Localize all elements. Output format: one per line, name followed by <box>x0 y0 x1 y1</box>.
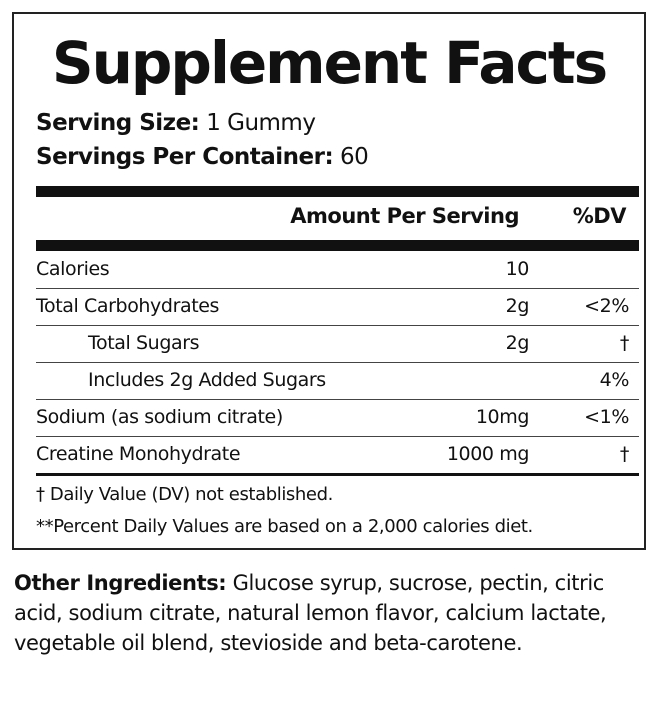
other-ingredients-label: Other Ingredients: <box>14 571 227 595</box>
other-ingredients-value: Glucose syrup, sucrose, pectin, citric a… <box>14 571 607 655</box>
nutrient-name: Total Sugars <box>88 332 200 354</box>
amount-header: Amount Per Serving <box>290 204 519 228</box>
nutrient-dv: † <box>619 332 630 354</box>
nutrient-dv: † <box>619 443 630 465</box>
serving-size-label: Serving Size: <box>36 110 200 136</box>
nutrient-row: Creatine Monohydrate 1000 mg † <box>36 436 639 476</box>
servings-per-container: Servings Per Container: 60 <box>36 142 369 172</box>
nutrient-name: Calories <box>36 258 110 280</box>
nutrient-row: Total Carbohydrates 2g <2% <box>36 288 639 326</box>
nutrient-amount: 10 <box>505 258 530 280</box>
nutrient-name: Total Carbohydrates <box>36 295 220 317</box>
nutrient-dv: <1% <box>584 406 629 428</box>
dv-header: %DV <box>572 204 627 228</box>
other-ingredients: Other Ingredients: Glucose syrup, sucros… <box>14 568 654 658</box>
footnote: **Percent Daily Values are based on a 2,… <box>36 516 533 537</box>
nutrient-row: Total Sugars 2g † <box>36 325 639 363</box>
nutrient-dv: <2% <box>584 295 629 317</box>
nutrient-amount: 2g <box>505 295 530 317</box>
nutrient-amount: 2g <box>505 332 530 354</box>
nutrient-amount: 10mg <box>475 406 530 428</box>
nutrient-dv: 4% <box>599 369 630 391</box>
thick-divider <box>36 186 639 197</box>
nutrient-name: Creatine Monohydrate <box>36 443 241 465</box>
supplement-facts-panel: Supplement Facts Serving Size: 1 Gummy S… <box>12 12 646 550</box>
nutrient-row: Calories 10 <box>36 251 639 289</box>
footnote: † Daily Value (DV) not established. <box>36 484 333 505</box>
serving-size: Serving Size: 1 Gummy <box>36 108 316 138</box>
nutrient-amount: 1000 mg <box>446 443 530 465</box>
nutrient-row: Sodium (as sodium citrate) 10mg <1% <box>36 399 639 437</box>
panel-title: Supplement Facts <box>51 29 608 97</box>
nutrient-row: Includes 2g Added Sugars 4% <box>36 362 639 400</box>
thick-divider <box>36 240 639 251</box>
nutrient-name: Includes 2g Added Sugars <box>88 369 326 391</box>
nutrient-name: Sodium (as sodium citrate) <box>36 406 283 428</box>
servings-label: Servings Per Container: <box>36 144 334 170</box>
serving-size-value: 1 Gummy <box>206 110 316 136</box>
servings-value: 60 <box>340 144 369 170</box>
